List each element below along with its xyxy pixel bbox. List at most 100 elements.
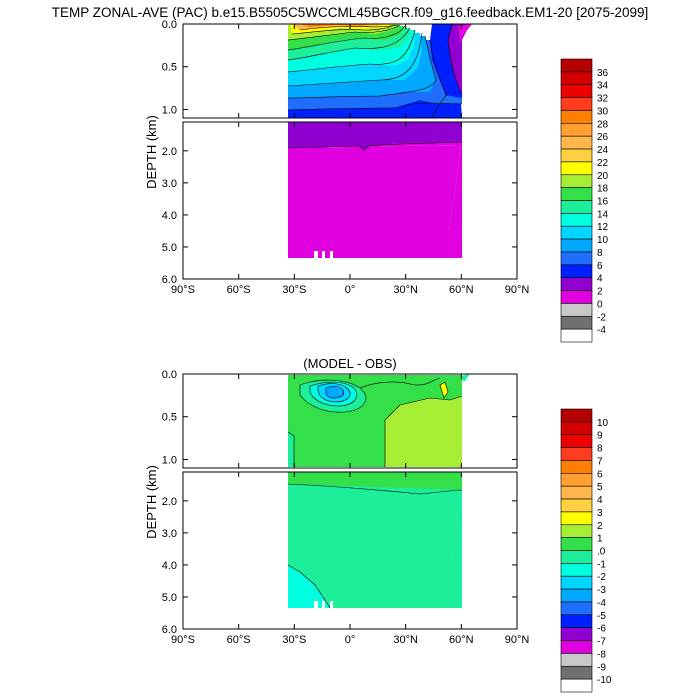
y-tick-label: 4.0 — [162, 560, 177, 572]
colorbar-label: 34 — [597, 81, 609, 92]
colorbar-label: -2 — [597, 572, 606, 583]
colorbar-box — [560, 434, 593, 448]
colorbar-box — [560, 524, 593, 538]
colorbar-box — [560, 447, 593, 461]
colorbar-box — [560, 200, 593, 214]
y-tick-label: 3.0 — [162, 178, 177, 190]
panel-title: (MODEL - OBS) — [303, 356, 396, 371]
colorbar-label: 1 — [597, 534, 603, 545]
colorbar-box — [560, 627, 593, 641]
colorbar-label: 6 — [597, 261, 603, 272]
colorbar: 10 9 87 6 5 4 3 2 1 .0-1 -2 -3 -4 -5 -6 -7-8 -9 -10 — [560, 408, 612, 693]
panel-temperature: DEPTH (km) 0.0 0.5 1.0 2.0 3.0 4.0 5.0 6.090°S 6… — [144, 19, 609, 343]
y-tick-label: 6.0 — [162, 274, 177, 286]
colorbar-label: 32 — [597, 94, 609, 105]
colorbar-box — [560, 84, 593, 98]
y-tick-label: 2.0 — [162, 496, 177, 508]
colorbar-label: -9 — [597, 662, 606, 673]
colorbar-label: -6 — [597, 624, 606, 635]
colorbar-label: -4 — [597, 598, 606, 609]
x-tick-label: 0° — [345, 634, 356, 646]
colorbar-label: 0 — [597, 299, 603, 310]
colorbar-box — [560, 251, 593, 266]
y-tick-label: 4.0 — [162, 210, 177, 222]
colorbar-box — [560, 71, 593, 86]
colorbar-box — [560, 511, 593, 526]
colorbar-box — [560, 640, 593, 654]
colorbar-box — [560, 58, 593, 73]
upper-section-fill — [287, 374, 470, 467]
colorbar-box — [560, 161, 593, 176]
colorbar-box — [560, 213, 593, 227]
colorbar-box — [560, 473, 593, 487]
colorbar-box — [560, 303, 593, 317]
colorbar-box — [560, 601, 593, 616]
y-tick-label: 5.0 — [162, 592, 177, 604]
colorbar-box — [560, 110, 593, 124]
colorbar-box — [560, 563, 593, 577]
colorbar-label: 14 — [597, 209, 609, 220]
colorbar-label: 4 — [597, 274, 603, 285]
panel-model-minus-obs: (MODEL - OBS) — [144, 356, 612, 693]
x-tick-label: 30°N — [393, 284, 418, 296]
y-tick-label: 6.0 — [162, 624, 177, 636]
y-tick-label: 0.5 — [162, 62, 177, 74]
colorbar-box — [560, 614, 593, 628]
y-tick-label: 0.5 — [162, 412, 177, 424]
colorbar-label: -10 — [597, 675, 612, 686]
x-tick-label: 30°S — [282, 634, 306, 646]
x-tick-label: 90°N — [505, 284, 530, 296]
colorbar-box — [560, 498, 593, 513]
colorbar-box — [560, 238, 593, 253]
colorbar-box — [560, 123, 593, 137]
axes: 0.0 0.5 1.0 2.0 3.0 4.0 5.0 6.090°S 60°S 30°S 0° 30… — [162, 19, 530, 296]
y-axis-label: DEPTH (km) — [144, 465, 159, 539]
colorbar-box — [560, 485, 593, 500]
colorbar-box — [560, 187, 593, 201]
ylabel-wrap: DEPTH (km) — [144, 115, 159, 189]
colorbar-box — [560, 174, 593, 188]
y-tick-label: 5.0 — [162, 242, 177, 254]
colorbar-box — [560, 537, 593, 551]
lower-section-fill — [287, 472, 463, 609]
colorbar-label: 6 — [597, 469, 603, 480]
colorbar-label: .0 — [597, 547, 606, 558]
x-tick-label: 30°S — [282, 284, 306, 296]
y-tick-label: 1.0 — [162, 454, 177, 466]
colorbar-label: -2 — [597, 312, 606, 323]
colorbar-label: 36 — [597, 68, 609, 79]
colorbar-label: 10 — [597, 418, 609, 429]
colorbar-box — [560, 315, 593, 330]
x-tick-label: 60°N — [449, 634, 474, 646]
y-tick-label: 3.0 — [162, 528, 177, 540]
colorbar-label: 2 — [597, 521, 603, 532]
colorbar-label: 9 — [597, 431, 603, 442]
colorbar-label: 22 — [597, 158, 609, 169]
lower-section-fill — [287, 122, 463, 259]
colorbar-box — [560, 550, 593, 564]
colorbar-box — [560, 421, 593, 436]
colorbar-label: 20 — [597, 171, 609, 182]
y-tick-label: 0.0 — [162, 19, 177, 31]
colorbar-box — [560, 678, 593, 693]
colorbar-label: 5 — [597, 482, 603, 493]
colorbar-label: -3 — [597, 585, 606, 596]
x-tick-label: 60°N — [449, 284, 474, 296]
colorbar-label: -5 — [597, 611, 606, 622]
colorbar-box — [560, 575, 593, 590]
x-tick-label: 90°S — [171, 284, 195, 296]
colorbar-label: 16 — [597, 197, 609, 208]
x-tick-label: 60°S — [227, 284, 251, 296]
colorbar-label: 2 — [597, 287, 603, 298]
colorbar-label: 8 — [597, 248, 603, 259]
colorbar-label: 24 — [597, 145, 609, 156]
x-tick-label: 0° — [345, 284, 356, 296]
colorbar-label: -8 — [597, 649, 606, 660]
colorbar-label: 30 — [597, 106, 609, 117]
x-tick-label: 90°S — [171, 634, 195, 646]
main-title: TEMP ZONAL-AVE (PAC) b.e15.B5505C5WCCML4… — [52, 5, 649, 20]
colorbar-label: 8 — [597, 444, 603, 455]
colorbar-label: 3 — [597, 508, 603, 519]
